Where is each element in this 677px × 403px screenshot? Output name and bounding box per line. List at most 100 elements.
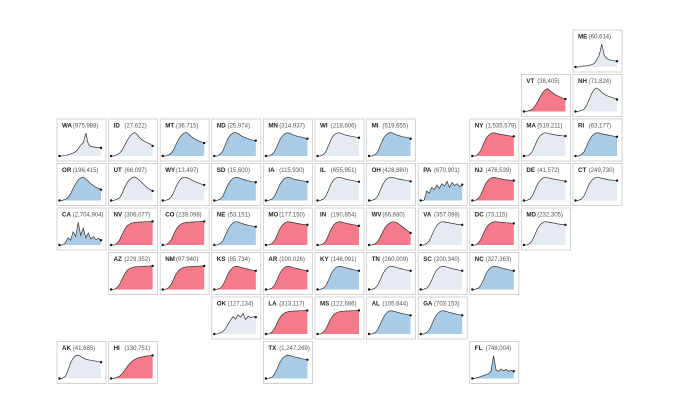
sparkline-area (217, 313, 256, 334)
state-tile-az: AZ (229,352) (108, 252, 158, 295)
state-tile-ma: MA (519,211) (521, 118, 571, 162)
start-dot (471, 288, 474, 291)
state-abbr: CT (578, 167, 586, 174)
state-count: (232,305) (537, 213, 563, 219)
sparkline-line (166, 176, 205, 201)
start-dot (58, 199, 61, 202)
state-abbr: IN (320, 212, 327, 219)
state-tile-mo: MO (177,150) (262, 207, 313, 251)
state-count: (38,405) (537, 79, 559, 85)
sparkline-line (269, 132, 308, 156)
sparkline-area (269, 310, 308, 334)
state-tile-nc: NC (327,363) (469, 252, 520, 295)
state-tile-wy: WY (13,497) (159, 163, 210, 206)
end-dot (151, 144, 154, 148)
state-count: (130,751) (124, 346, 150, 352)
end-dot (512, 269, 515, 272)
sparkline-area (579, 177, 617, 201)
start-dot (316, 288, 319, 291)
sparkline-area (527, 221, 566, 245)
sparkline-area (269, 132, 308, 156)
sparkline-area (269, 177, 308, 201)
sparkline-line (62, 222, 102, 245)
state-tile-ia: IA (115,930) (262, 163, 313, 206)
sparkline-line (217, 176, 256, 201)
state-tile-fl: FL (748,004) (469, 341, 520, 384)
sparkline-area (475, 355, 514, 379)
state-tile-ky: KY (146,091) (314, 252, 365, 295)
end-dot (151, 354, 154, 357)
end-dot (615, 98, 619, 101)
state-count: (327,363) (486, 257, 512, 263)
end-dot (254, 225, 257, 228)
state-tile-in: IN (190,854) (314, 207, 365, 251)
sparkline-area (63, 355, 101, 379)
state-tile-ga: GA (703,153) (417, 296, 468, 340)
end-dot (512, 179, 515, 182)
sparkline-line (269, 176, 308, 201)
sparkline-area (579, 44, 617, 67)
state-abbr: NH (578, 78, 587, 85)
state-tile-pa: PA (670,901) (417, 163, 468, 206)
sparkline-area (475, 177, 514, 201)
state-count: (975,988) (73, 124, 99, 130)
sparkline-line (217, 221, 256, 245)
end-dot (306, 223, 309, 227)
state-tile-va: VA (357,098) (417, 207, 468, 251)
sparkline-line (424, 221, 463, 245)
start-dot (522, 110, 526, 113)
sparkline-area (424, 266, 463, 290)
state-abbr: MA (526, 123, 536, 130)
state-tile-sd: SD (15,600) (211, 163, 262, 206)
sparkline-line (527, 132, 566, 156)
sparkline-area (321, 177, 359, 201)
end-dot (409, 137, 412, 140)
sparkline-area (527, 88, 566, 112)
state-tile-ut: UT (68,097) (108, 163, 158, 206)
state-abbr: MI (372, 123, 379, 130)
state-tile-ct: CT (249,730) (572, 163, 623, 206)
end-dot (357, 136, 361, 139)
start-dot (471, 199, 474, 202)
state-abbr: AL (372, 301, 380, 308)
sparkline-area (372, 266, 411, 290)
state-count: (71,824) (589, 79, 611, 85)
state-abbr: DC (475, 212, 484, 219)
start-dot (471, 377, 474, 380)
state-count: (1,247,269) (279, 346, 310, 352)
sparkline-area (269, 221, 308, 245)
sparkline-line (424, 310, 463, 334)
sparkline-line (578, 87, 618, 112)
state-count: (85,734) (228, 257, 250, 263)
end-dot (512, 135, 515, 138)
state-count: (41,685) (73, 346, 95, 352)
state-count: (177,150) (279, 213, 305, 219)
sparkline-line (372, 132, 411, 156)
state-tile-hi: HI (130,751) (108, 341, 158, 384)
state-count: (260,009) (382, 257, 408, 263)
end-dot (151, 264, 154, 268)
state-tile-tn: TN (260,009) (366, 252, 417, 295)
start-dot (109, 199, 113, 202)
sparkline-area (217, 221, 256, 245)
end-dot (357, 269, 361, 272)
start-dot (419, 332, 422, 336)
state-count: (428,880) (382, 168, 408, 174)
state-abbr: SD (217, 167, 226, 174)
state-abbr: ID (114, 123, 121, 130)
sparkline-line (475, 176, 514, 201)
state-abbr: FL (475, 345, 483, 352)
end-dot (254, 139, 257, 142)
end-dot (357, 309, 361, 312)
end-dot (357, 180, 361, 183)
sparkline-area (166, 221, 205, 245)
end-dot (564, 223, 567, 227)
sparkline-line (475, 355, 514, 379)
state-abbr: UT (114, 167, 122, 174)
sparkline-line (372, 176, 411, 201)
state-count: (97,940) (176, 257, 198, 263)
end-dot (615, 179, 619, 182)
state-count: (357,098) (434, 213, 460, 219)
start-dot (367, 288, 371, 291)
state-tile-la: LA (313,117) (262, 296, 313, 340)
